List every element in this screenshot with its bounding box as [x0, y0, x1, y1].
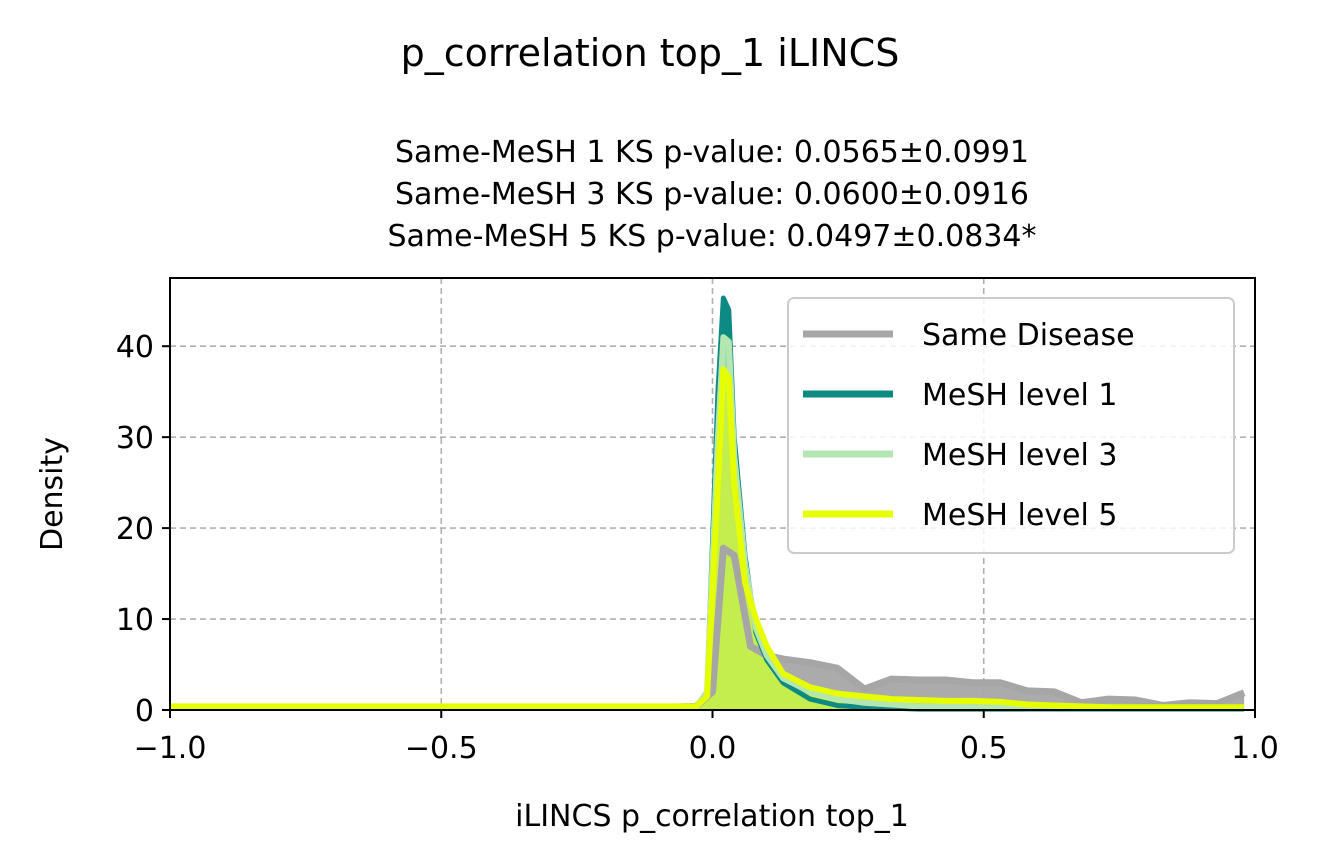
x-tick-label: −0.5 — [405, 731, 478, 766]
y-tick-label: 40 — [116, 330, 154, 365]
x-axis-label: iLINCS p_correlation top_1 — [515, 799, 909, 834]
x-tick-label: 1.0 — [1231, 731, 1279, 766]
axes-title-line-1: Same-MeSH 1 KS p-value: 0.0565±0.0991 — [395, 135, 1029, 170]
axes-title-line-3: Same-MeSH 5 KS p-value: 0.0497±0.0834* — [387, 219, 1036, 254]
x-tick-label: −1.0 — [134, 731, 207, 766]
y-axis-label: Density — [35, 437, 70, 551]
x-axis: −1.0 −0.5 0.0 0.5 1.0 — [134, 710, 1279, 766]
y-tick-label: 10 — [116, 603, 154, 638]
y-tick-label: 30 — [116, 421, 154, 456]
legend-label: MeSH level 1 — [922, 378, 1117, 413]
y-axis: 0 10 20 30 40 — [116, 330, 170, 729]
series-line-same-disease — [170, 544, 1246, 711]
figure-suptitle: p_correlation top_1 iLINCS — [401, 31, 900, 75]
x-tick-label: 0.0 — [689, 731, 737, 766]
legend-label: Same Disease — [922, 318, 1135, 353]
legend: Same Disease MeSH level 1 MeSH level 3 MeSH… — [787, 297, 1235, 554]
legend-label: MeSH level 5 — [922, 498, 1117, 533]
y-tick-label: 0 — [135, 694, 154, 729]
axes-title-line-2: Same-MeSH 3 KS p-value: 0.0600±0.0916 — [395, 177, 1029, 212]
series-line-mesh-level-5 — [170, 365, 1245, 711]
legend-label: MeSH level 3 — [922, 438, 1117, 473]
y-tick-label: 20 — [116, 512, 154, 547]
x-tick-label: 0.5 — [960, 731, 1008, 766]
legend-box — [787, 297, 1235, 554]
